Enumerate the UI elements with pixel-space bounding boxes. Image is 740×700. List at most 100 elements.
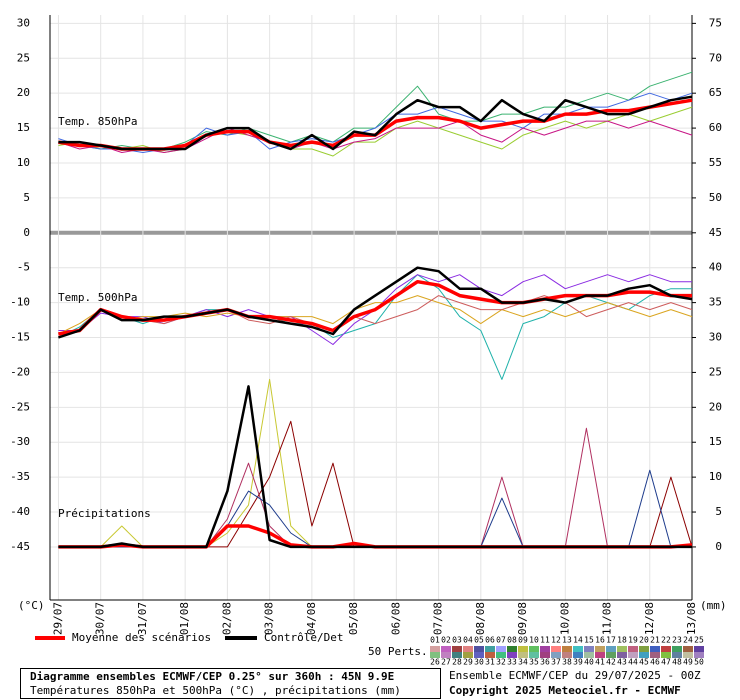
- control-line: [58, 385, 692, 549]
- member-swatch: [672, 646, 682, 652]
- footer-box: [20, 668, 441, 699]
- x-tick-label: 02/08: [220, 602, 233, 635]
- member-label: 15: [584, 636, 594, 645]
- member-label: 21: [650, 636, 660, 645]
- member-label: 38: [562, 658, 572, 667]
- x-tick-label: 31/07: [136, 602, 149, 635]
- member-swatch: [683, 646, 693, 652]
- member-swatch: [661, 646, 671, 652]
- legend-members: 50 Perts.: [368, 645, 428, 658]
- member-swatch: [562, 652, 572, 658]
- y2-tick-label: 25: [709, 365, 722, 378]
- member-label: 26: [430, 658, 440, 667]
- member-swatch: [474, 646, 484, 652]
- member-swatch: [606, 646, 616, 652]
- member-line: [58, 295, 693, 338]
- member-label: 47: [661, 658, 671, 667]
- member-label: 41: [595, 658, 605, 667]
- member-label: 24: [683, 636, 693, 645]
- x-tick-label: 08/08: [474, 602, 487, 635]
- member-swatch: [650, 652, 660, 658]
- y-tick-label: 30: [17, 16, 30, 29]
- y2-tick-label: 65: [709, 86, 722, 99]
- member-label: 43: [617, 658, 627, 667]
- y2-tick-label: 40: [709, 261, 722, 274]
- member-label: 16: [595, 636, 605, 645]
- member-label: 07: [496, 636, 506, 645]
- legend-mean: Moyenne des scénarios: [72, 631, 211, 644]
- member-label: 17: [606, 636, 616, 645]
- member-swatch: [639, 646, 649, 652]
- member-swatch: [617, 646, 627, 652]
- x-tick-label: 04/08: [305, 602, 318, 635]
- member-label: 48: [672, 658, 682, 667]
- y-tick-label: 10: [17, 156, 30, 169]
- legend-control: Contrôle/Det: [264, 631, 343, 644]
- member-swatch: [683, 652, 693, 658]
- member-label: 02: [441, 636, 451, 645]
- member-swatch: [441, 652, 451, 658]
- member-label: 09: [518, 636, 528, 645]
- member-swatch: [661, 652, 671, 658]
- member-label: 37: [551, 658, 561, 667]
- member-label: 14: [573, 636, 583, 645]
- x-tick-label: 07/08: [432, 602, 445, 635]
- y2-tick-label: 35: [709, 296, 722, 309]
- member-swatch: [441, 646, 451, 652]
- member-label: 11: [540, 636, 550, 645]
- member-label: 49: [683, 658, 693, 667]
- member-label: 19: [628, 636, 638, 645]
- y-unit: (°C): [18, 599, 45, 612]
- footer-run: Ensemble ECMWF/CEP du 29/07/2025 - 00Z: [449, 669, 701, 682]
- member-label: 23: [672, 636, 682, 645]
- member-swatch: [672, 652, 682, 658]
- member-swatch: [595, 652, 605, 658]
- footer-subtitle: Températures 850hPa et 500hPa (°C) , pré…: [30, 684, 401, 697]
- member-swatch: [485, 646, 495, 652]
- y-tick-label: -20: [10, 365, 30, 378]
- member-label: 34: [518, 658, 528, 667]
- y-tick-label: -25: [10, 400, 30, 413]
- member-swatch: [463, 646, 473, 652]
- member-label: 45: [639, 658, 649, 667]
- member-label: 39: [573, 658, 583, 667]
- y-tick-label: -35: [10, 470, 30, 483]
- member-label: 44: [628, 658, 638, 667]
- y-tick-label: -30: [10, 435, 30, 448]
- member-swatch: [562, 646, 572, 652]
- y-tick-label: 15: [17, 121, 30, 134]
- y-tick-label: -10: [10, 296, 30, 309]
- member-swatch: [496, 646, 506, 652]
- y2-tick-label: 70: [709, 51, 722, 64]
- member-swatch: [529, 646, 539, 652]
- y2-tick-label: 30: [709, 331, 722, 344]
- member-swatch: [518, 646, 528, 652]
- y2-tick-label: 5: [715, 505, 722, 518]
- member-swatch: [430, 652, 440, 658]
- member-swatch: [507, 652, 517, 658]
- member-label: 33: [507, 658, 517, 667]
- member-swatch: [694, 652, 704, 658]
- member-label: 08: [507, 636, 517, 645]
- member-label: 40: [584, 658, 594, 667]
- member-swatch: [507, 646, 517, 652]
- member-label: 32: [496, 658, 506, 667]
- member-swatch: [584, 646, 594, 652]
- member-swatch: [452, 652, 462, 658]
- y2-tick-label: 20: [709, 400, 722, 413]
- y2-tick-label: 0: [715, 540, 722, 553]
- member-swatch: [628, 652, 638, 658]
- member-label: 25: [694, 636, 704, 645]
- member-swatch: [551, 646, 561, 652]
- member-line: [58, 120, 693, 153]
- y-tick-label: 20: [17, 86, 30, 99]
- member-swatch: [573, 646, 583, 652]
- member-label: 35: [529, 658, 539, 667]
- y-tick-label: 25: [17, 51, 30, 64]
- member-label: 36: [540, 658, 550, 667]
- footer-copyright: Copyright 2025 Meteociel.fr - ECMWF: [449, 684, 681, 697]
- member-swatch: [606, 652, 616, 658]
- member-swatch: [650, 646, 660, 652]
